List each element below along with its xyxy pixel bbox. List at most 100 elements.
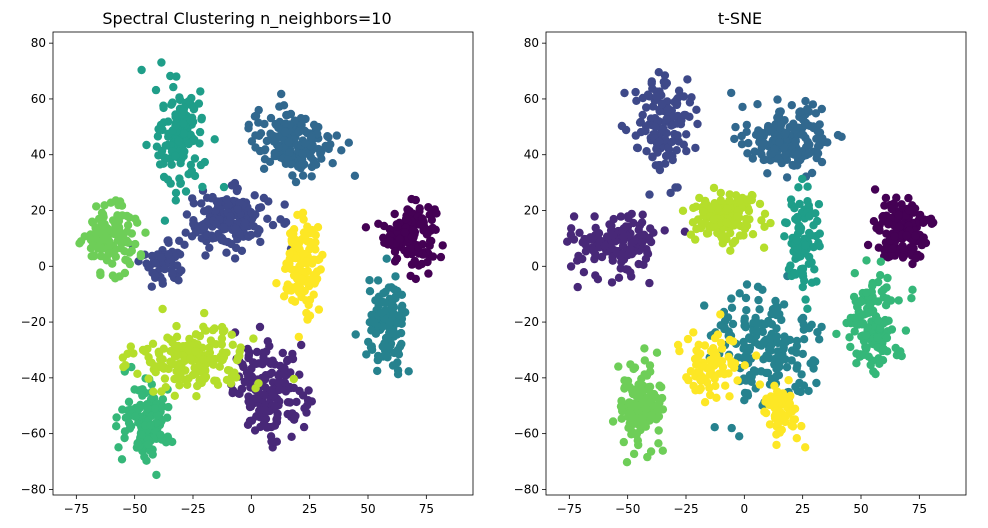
scatter-point [759,155,768,165]
scatter-point [189,105,199,114]
scatter-point [627,272,636,281]
scatter-point [158,355,167,364]
scatter-point [663,105,672,115]
scatter-point [801,443,810,452]
scatter-point [797,315,806,324]
scatter-point [807,278,817,287]
scatter-point [879,344,888,354]
scatter-point [791,382,800,392]
scatter-point [198,182,207,192]
scatter-point [566,262,576,271]
scatter-point [376,308,386,318]
left-panel-spectral-clustering: Spectral Clustering n_neighbors=10 −75 −5… [21,9,474,516]
scatter-point [737,131,746,141]
scatter-point [623,250,633,260]
scatter-point [654,439,663,448]
scatter-point [765,420,775,429]
scatter-point [876,257,885,266]
scatter-point [705,363,714,372]
scatter-point [326,140,335,149]
scatter-point [190,171,200,181]
scatter-point [673,131,682,140]
scatter-point [898,253,908,262]
scatter-point [425,236,435,246]
scatter-point [866,300,875,309]
y-tick-label: −60 [21,427,46,441]
scatter-point [207,194,216,203]
scatter-point [631,131,640,140]
scatter-point [247,137,257,146]
scatter-point [646,237,656,247]
scatter-point [344,138,353,147]
scatter-point [634,259,643,269]
scatter-point [735,196,744,205]
scatter-point [731,122,740,132]
scatter-point [626,360,635,369]
scatter-point [301,139,310,148]
scatter-point [654,426,663,435]
scatter-point [98,220,107,229]
scatter-point [142,259,151,268]
scatter-point [120,427,130,436]
scatter-point [744,206,754,216]
scatter-point [623,265,632,274]
scatter-point [179,106,188,116]
scatter-point [178,119,188,128]
scatter-point [156,430,165,439]
scatter-point [818,134,827,143]
scatter-point [882,333,892,343]
scatter-point [222,248,231,257]
scatter-point [780,129,790,139]
scatter-point [92,202,101,211]
scatter-point [159,103,168,113]
scatter-point [171,151,180,161]
scatter-point [332,131,341,140]
scatter-point [764,316,773,326]
scatter-point [638,387,647,396]
scatter-point [115,272,124,281]
scatter-point [436,252,446,262]
scatter-point [929,218,938,227]
scatter-point [390,247,400,256]
scatter-point [786,261,795,270]
scatter-point [772,440,781,450]
scatter-point [890,232,899,241]
scatter-point [621,222,631,231]
scatter-point [765,334,774,343]
y-tick-label: 60 [524,92,539,106]
scatter-point [607,221,616,230]
scatter-point [403,205,412,214]
scatter-point [640,356,649,365]
scatter-point [657,100,667,109]
scatter-point [314,305,324,314]
axes-frame [52,31,474,496]
scatter-point [267,437,276,446]
scatter-point [256,203,266,212]
scatter-point [662,78,671,88]
scatter-point [813,149,823,158]
scatter-point [151,85,161,95]
scatter-point [727,294,736,303]
scatter-point [118,405,127,414]
scatter-point [591,271,600,280]
scatter-point [811,109,821,118]
scatter-point [208,325,218,335]
scatter-point [389,309,398,318]
scatter-point [725,392,734,401]
scatter-point [869,367,878,376]
scatter-point [661,135,670,145]
scatter-point [591,223,600,233]
scatter-point [265,341,274,351]
scatter-point [392,254,402,263]
scatter-point [638,238,647,247]
scatter-point [647,411,656,420]
scatter-point [809,356,818,365]
scatter-point [200,308,209,318]
scatter-point [749,366,759,375]
scatter-point [777,120,786,129]
scatter-point [682,146,691,156]
scatter-point [740,388,750,398]
scatter-point [735,289,744,298]
scatter-point [782,218,791,228]
scatter-point [700,398,710,407]
